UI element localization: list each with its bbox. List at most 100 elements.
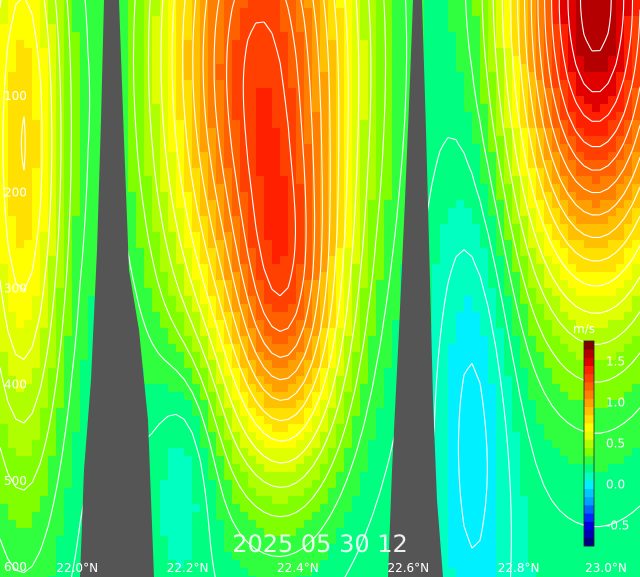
field-cell bbox=[568, 200, 577, 209]
field-cell bbox=[320, 152, 329, 161]
field-cell bbox=[88, 320, 97, 329]
field-cell bbox=[160, 64, 169, 73]
field-cell bbox=[216, 400, 225, 409]
field-cell bbox=[312, 240, 321, 249]
field-cell bbox=[200, 56, 209, 65]
field-cell bbox=[536, 392, 545, 401]
field-cell bbox=[512, 208, 521, 217]
field-cell bbox=[88, 224, 97, 233]
field-cell bbox=[536, 72, 545, 81]
field-cell bbox=[616, 232, 625, 241]
field-cell bbox=[440, 144, 449, 153]
field-cell bbox=[16, 344, 25, 353]
field-cell bbox=[8, 328, 17, 337]
field-cell bbox=[280, 80, 289, 89]
field-cell bbox=[72, 72, 81, 81]
field-cell bbox=[432, 256, 441, 265]
field-cell bbox=[256, 376, 265, 385]
field-cell bbox=[496, 112, 505, 121]
field-cell bbox=[592, 488, 601, 497]
field-cell bbox=[336, 336, 345, 345]
field-cell bbox=[240, 264, 249, 273]
field-cell bbox=[216, 32, 225, 41]
field-cell bbox=[56, 408, 65, 417]
field-cell bbox=[344, 32, 353, 41]
field-cell bbox=[80, 240, 89, 249]
field-cell bbox=[88, 296, 97, 305]
field-cell bbox=[632, 416, 640, 425]
field-cell bbox=[320, 200, 329, 209]
field-cell bbox=[552, 24, 561, 33]
field-cell bbox=[160, 472, 169, 481]
field-cell bbox=[360, 0, 369, 9]
field-cell bbox=[520, 344, 529, 353]
field-cell bbox=[568, 104, 577, 113]
field-cell bbox=[368, 432, 377, 441]
field-cell bbox=[552, 216, 561, 225]
field-cell bbox=[624, 240, 633, 249]
field-cell bbox=[24, 32, 33, 41]
field-cell bbox=[352, 288, 361, 297]
field-cell bbox=[536, 40, 545, 49]
field-cell bbox=[392, 240, 401, 249]
field-cell bbox=[528, 400, 537, 409]
field-cell bbox=[64, 288, 73, 297]
field-cell bbox=[168, 312, 177, 321]
field-cell bbox=[56, 424, 65, 433]
field-cell bbox=[520, 328, 529, 337]
field-cell bbox=[456, 56, 465, 65]
field-cell bbox=[576, 472, 585, 481]
field-cell bbox=[432, 320, 441, 329]
field-cell bbox=[440, 176, 449, 185]
field-cell bbox=[480, 464, 489, 473]
field-cell bbox=[224, 368, 233, 377]
field-cell bbox=[168, 336, 177, 345]
field-cell bbox=[360, 136, 369, 145]
field-cell bbox=[32, 344, 41, 353]
field-cell bbox=[384, 32, 393, 41]
field-cell bbox=[48, 56, 57, 65]
field-cell bbox=[592, 288, 601, 297]
field-cell bbox=[600, 456, 609, 465]
field-cell bbox=[608, 64, 617, 73]
field-cell bbox=[72, 272, 81, 281]
field-cell bbox=[512, 56, 521, 65]
field-cell bbox=[304, 8, 313, 17]
field-cell bbox=[600, 200, 609, 209]
field-cell bbox=[560, 72, 569, 81]
field-cell bbox=[16, 448, 25, 457]
field-cell bbox=[152, 24, 161, 33]
field-cell bbox=[368, 264, 377, 273]
field-cell bbox=[296, 136, 305, 145]
field-cell bbox=[424, 168, 433, 177]
field-cell bbox=[168, 0, 177, 9]
field-cell bbox=[184, 256, 193, 265]
field-cell bbox=[248, 80, 257, 89]
field-cell bbox=[424, 72, 433, 81]
field-cell bbox=[520, 408, 529, 417]
field-cell bbox=[328, 104, 337, 113]
field-cell bbox=[0, 312, 9, 321]
field-cell bbox=[200, 376, 209, 385]
field-cell bbox=[160, 304, 169, 313]
field-cell bbox=[344, 336, 353, 345]
field-cell bbox=[264, 336, 273, 345]
field-cell bbox=[152, 240, 161, 249]
field-cell bbox=[24, 56, 33, 65]
field-cell bbox=[320, 408, 329, 417]
field-cell bbox=[312, 384, 321, 393]
field-cell bbox=[552, 256, 561, 265]
field-cell bbox=[280, 328, 289, 337]
field-cell bbox=[520, 384, 529, 393]
field-cell bbox=[208, 416, 217, 425]
field-cell bbox=[200, 144, 209, 153]
field-cell bbox=[96, 88, 105, 97]
field-cell bbox=[336, 48, 345, 57]
field-cell bbox=[272, 456, 281, 465]
field-cell bbox=[544, 136, 553, 145]
field-cell bbox=[88, 328, 97, 337]
field-cell bbox=[632, 424, 640, 433]
field-cell bbox=[352, 56, 361, 65]
field-cell bbox=[32, 48, 41, 57]
field-cell bbox=[216, 200, 225, 209]
